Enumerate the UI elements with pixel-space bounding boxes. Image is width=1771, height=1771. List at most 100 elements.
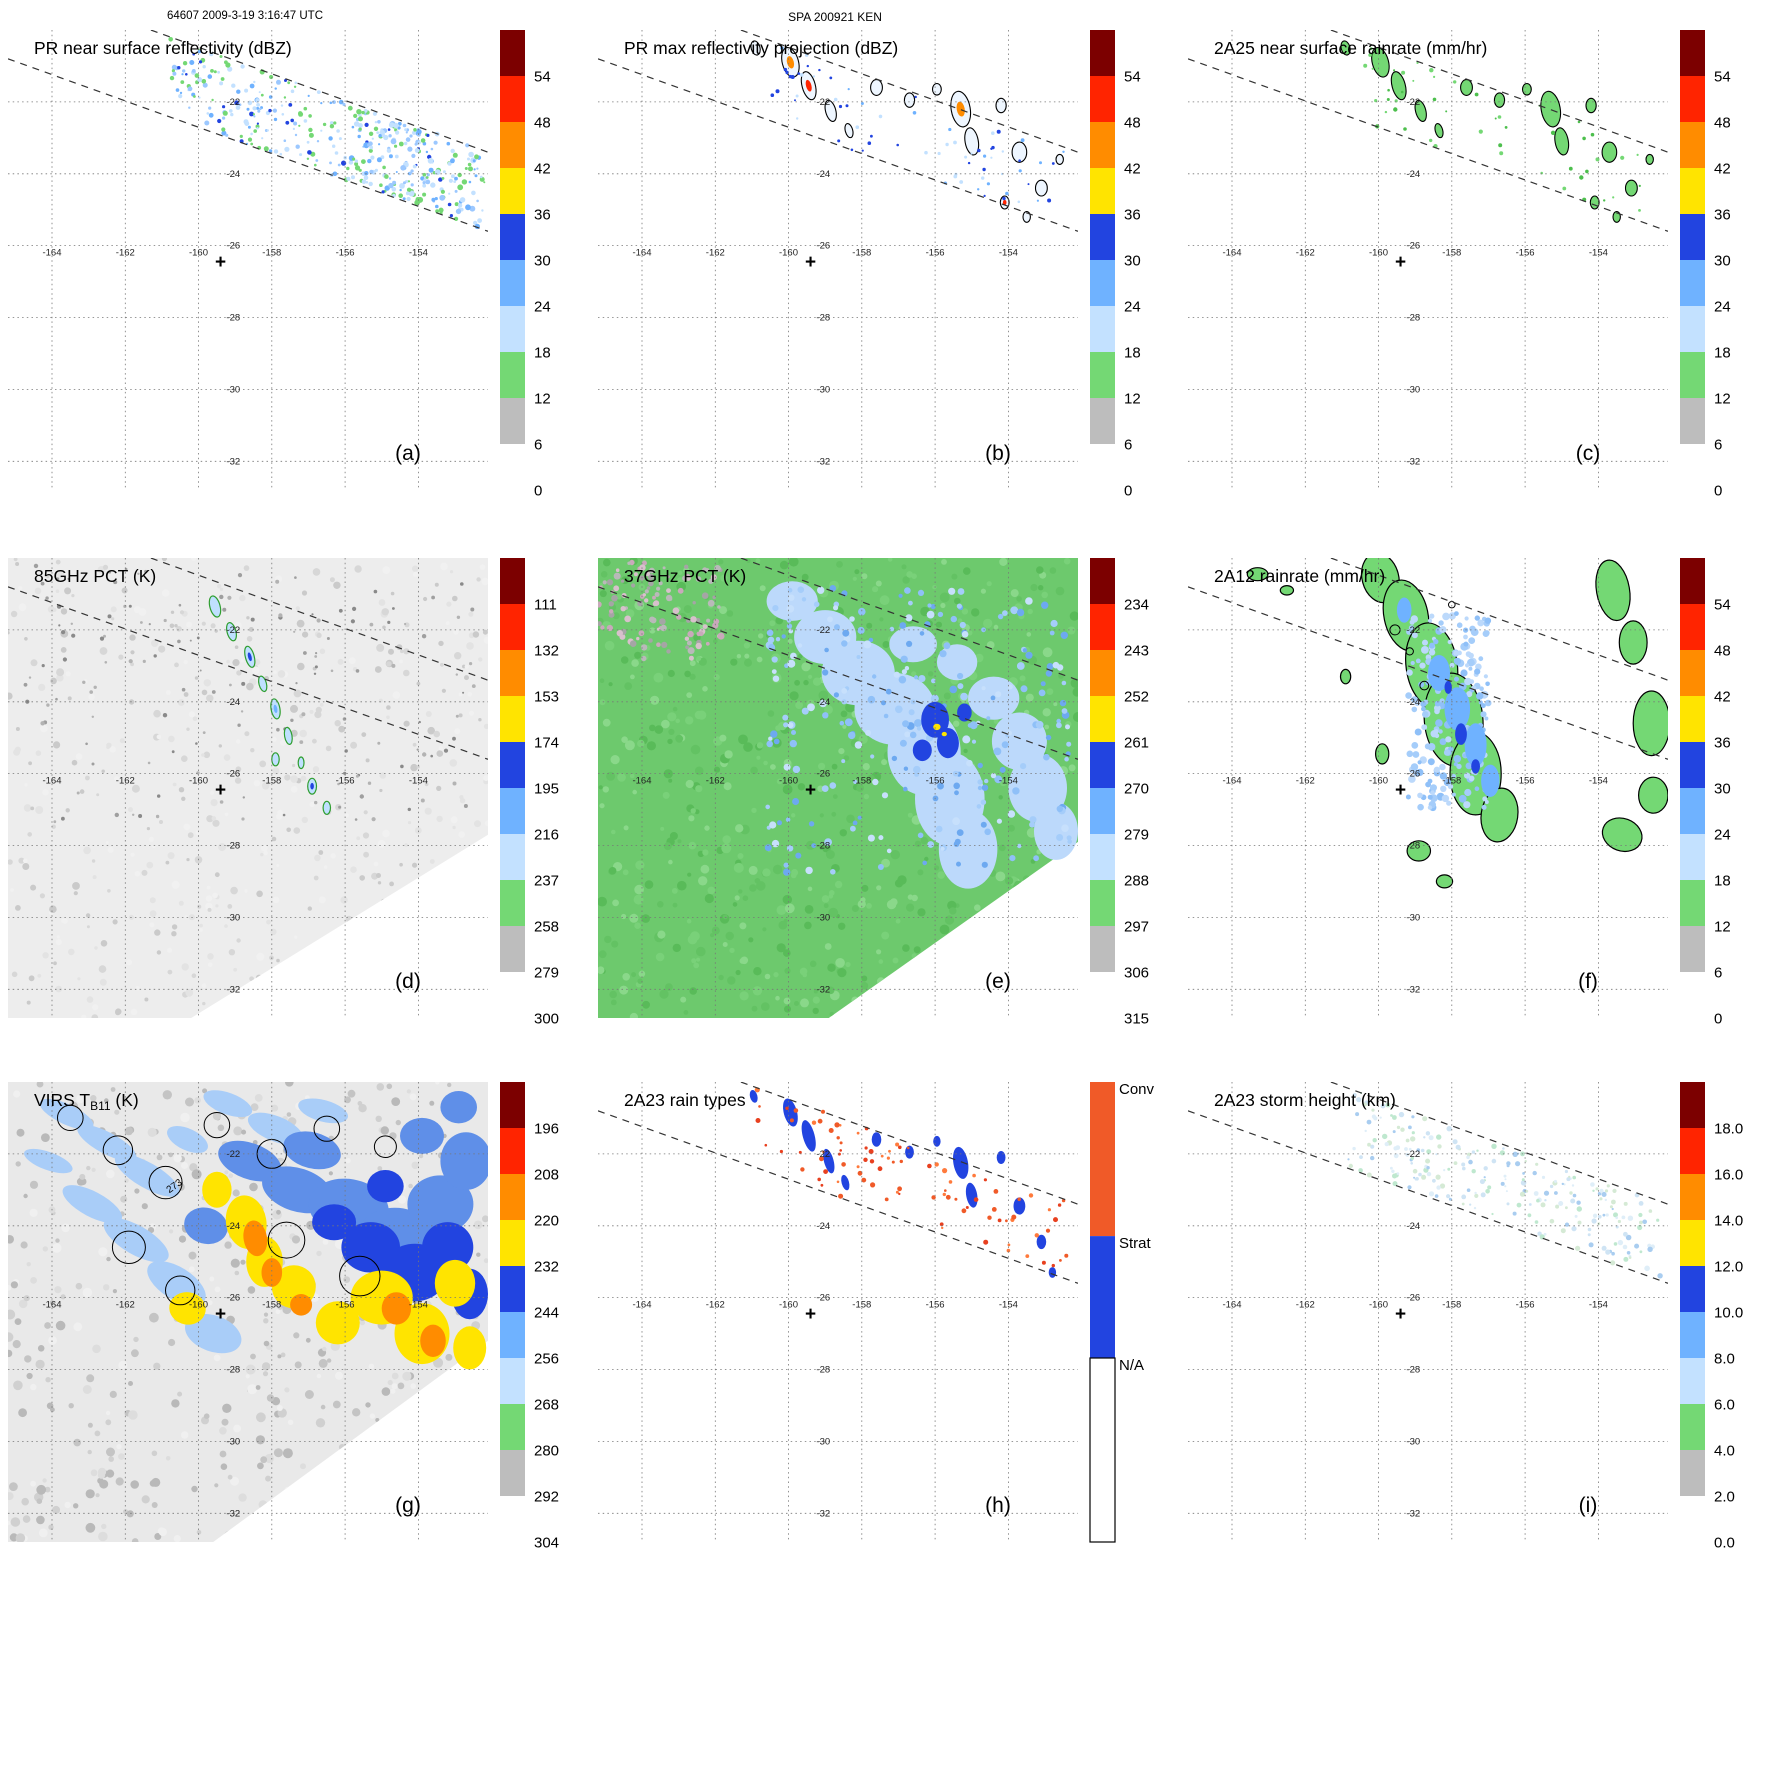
- colorbar-segment: [500, 972, 525, 1019]
- lon-label: -164: [632, 248, 651, 259]
- lat-label: -24: [226, 169, 240, 180]
- lon-label: -162: [116, 248, 135, 259]
- lat-label: -30: [816, 384, 830, 395]
- colorbar-segment: [1680, 650, 1705, 697]
- colorbar-tick-label: 14.0: [1714, 1212, 1743, 1229]
- colorbar-tick-label: 2.0: [1714, 1488, 1735, 1505]
- colorbar-segment: [1090, 306, 1115, 353]
- panel-letter: (g): [395, 1494, 421, 1517]
- center-marker: +: [805, 252, 816, 273]
- colorbar-segment: [500, 214, 525, 261]
- colorbar-tick-label: 261: [1124, 734, 1149, 751]
- colorbar-segment: [500, 1450, 525, 1497]
- lon-label: -154: [1589, 248, 1608, 259]
- colorbar-segment: [1090, 1236, 1115, 1358]
- colorbar-overflow-cap: [500, 558, 525, 605]
- panel-title: PR max reflectivity projection (dBZ): [624, 38, 898, 58]
- colorbar-segment: [1090, 122, 1115, 169]
- colorbar-tick-label: 153: [534, 688, 559, 705]
- colorbar-segment: [1090, 742, 1115, 789]
- colorbar-segment: [1680, 742, 1705, 789]
- lon-label: -154: [1589, 1300, 1608, 1311]
- colorbar-e: 234 243 252 261 270 279 288 297 306 315: [1090, 558, 1149, 1027]
- colorbar-tick-label: 6: [1124, 436, 1132, 453]
- colorbar-tick-label: 36: [1714, 206, 1731, 223]
- colorbar-tick-label: 280: [534, 1442, 559, 1459]
- grid-lines: [598, 30, 1078, 490]
- lat-label: -26: [226, 241, 240, 252]
- colorbar-segment: [500, 168, 525, 215]
- colorbar-d: 111 132 153 174 195 216 237 258 279 300: [500, 558, 559, 1027]
- colorbar-tick-label: 18: [1714, 872, 1731, 889]
- contour-rings: [1389, 601, 1456, 691]
- lat-label: -32: [816, 984, 830, 995]
- lon-label: -160: [779, 1300, 798, 1311]
- colorbar-tick-label: 18: [1124, 344, 1141, 361]
- colorbar-tick-label: 30: [1714, 252, 1731, 269]
- colorbar-overflow-cap: [1090, 30, 1115, 77]
- colorbar-tick-label: 18: [1714, 344, 1731, 361]
- lat-label: -28: [816, 313, 830, 324]
- colorbar-tick-label: 54: [1714, 68, 1731, 85]
- lon-label: -154: [409, 776, 428, 787]
- lat-label: -22: [816, 1149, 830, 1160]
- lat-label: -32: [1406, 984, 1420, 995]
- panel-d: -164 -162 -160 -158 -156 -154 -22 -24 -26 -28 -30 -…: [8, 558, 559, 1027]
- colorbar-tick-label: 279: [1124, 826, 1149, 843]
- rain-type-label: Strat: [1119, 1235, 1152, 1252]
- colorbar-tick-label: 48: [1124, 114, 1141, 131]
- colorbar-segment: [500, 398, 525, 445]
- colorbar-segment: [1090, 1082, 1115, 1237]
- colorbar-h: Conv Strat N/A: [1089, 1081, 1155, 1543]
- lon-label: -156: [926, 248, 945, 259]
- lat-label: -22: [1406, 97, 1420, 108]
- lon-label: -154: [999, 248, 1018, 259]
- colorbar-segment: [500, 352, 525, 399]
- colorbar-segment: [500, 306, 525, 353]
- colorbar-segment: [1680, 1128, 1705, 1175]
- lon-label: -162: [116, 1300, 135, 1311]
- grid-lines: [598, 1082, 1078, 1542]
- grid-lines: [1188, 30, 1668, 490]
- lat-label: -24: [816, 169, 830, 180]
- map-area-g: 273-164 -162 -160 -158 -156 -154-22-24-26-28-…: [8, 1082, 488, 1542]
- lon-label: -162: [1296, 248, 1315, 259]
- data-blobs: [749, 1090, 1057, 1278]
- lat-label: -30: [1406, 1436, 1420, 1447]
- lat-label: -24: [1406, 1221, 1420, 1232]
- panel-c: -164 -162 -160 -158 -156 -154 -22 -24 -26 -28 -30 -…: [1188, 30, 1731, 499]
- colorbar-segment: [1090, 352, 1115, 399]
- lat-label: -26: [1406, 241, 1420, 252]
- colorbar-segment: [500, 1220, 525, 1267]
- colorbar-f: 54 48 42 36 30 24 18 12 6 0: [1680, 558, 1731, 1027]
- colorbar-tick-label: 6.0: [1714, 1396, 1735, 1413]
- colorbar-segment: [500, 880, 525, 927]
- colorbar-segment: [1680, 76, 1705, 123]
- colorbar-overflow-cap: [500, 1082, 525, 1129]
- colorbar-segment: [500, 1312, 525, 1359]
- panel-e: -164 -162 -160 -158 -156 -154 -22 -24 -26 -28 -30 -…: [598, 558, 1149, 1027]
- colorbar-segment: [1090, 696, 1115, 743]
- panel-title: 37GHz PCT (K): [624, 566, 746, 586]
- colorbar-tick-label: 256: [534, 1350, 559, 1367]
- panel-g: 273-164 -162 -160 -158 -156 -154-22-24-26-28-…: [8, 1082, 559, 1551]
- colorbar-tick-label: 243: [1124, 642, 1149, 659]
- colorbar-segment: [1680, 1312, 1705, 1359]
- lon-label: -164: [42, 248, 61, 259]
- colorbar-segment: [1680, 444, 1705, 491]
- center-marker: +: [1395, 1304, 1406, 1325]
- lon-label: -156: [336, 776, 355, 787]
- colorbar-segment: [1680, 926, 1705, 973]
- lat-label: -30: [816, 912, 830, 923]
- colorbar-segment: [500, 788, 525, 835]
- lon-label: -160: [779, 776, 798, 787]
- lon-label: -154: [999, 1300, 1018, 1311]
- lat-label: -26: [226, 1293, 240, 1304]
- colorbar-segment: [1090, 788, 1115, 835]
- colorbar-tick-label: 36: [534, 206, 551, 223]
- colorbar-segment: [1680, 1266, 1705, 1313]
- colorbar-tick-label: 42: [1124, 160, 1141, 177]
- lat-label: -28: [816, 841, 830, 852]
- colorbar-tick-label: 30: [1714, 780, 1731, 797]
- lon-label: -164: [1222, 776, 1241, 787]
